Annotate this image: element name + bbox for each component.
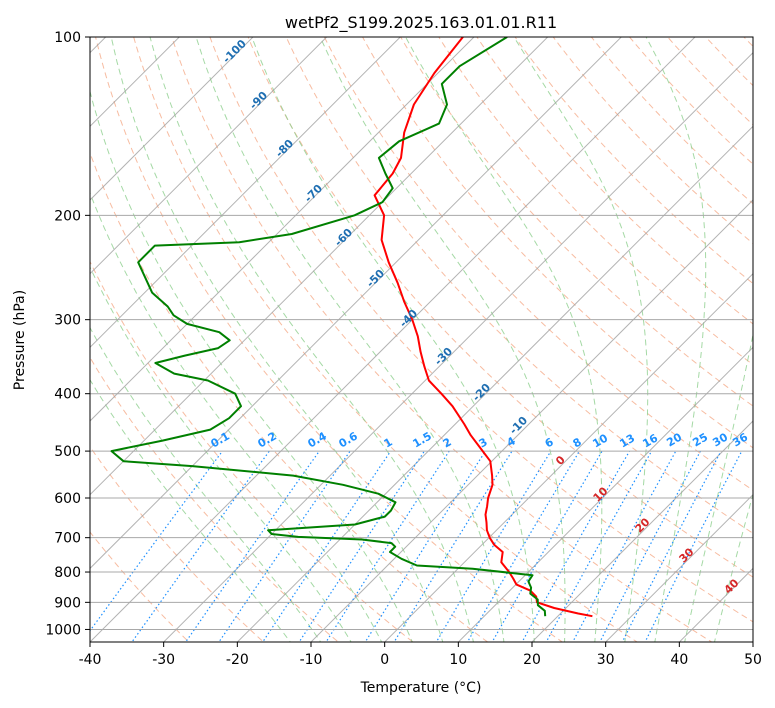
mixing-ratio-line (298, 450, 425, 642)
dry-adiabat-line (323, 37, 753, 491)
dry-adiabat-line (285, 37, 753, 534)
dry-adiabat-line (247, 37, 753, 578)
dry-adiabat-line (95, 37, 564, 642)
y-tick-label: 900 (54, 595, 81, 611)
y-tick-label: 600 (54, 491, 81, 507)
mixing-ratio-line (644, 450, 743, 642)
mixing-ratio-line (435, 450, 552, 642)
dry-adiabat-line (90, 260, 414, 642)
isobar-grid (90, 37, 753, 630)
y-tick-label: 500 (54, 444, 81, 460)
dry-adiabat-line (514, 37, 753, 285)
dry-adiabat-line (361, 37, 753, 449)
x-axis-title: Temperature (°C) (360, 680, 482, 696)
dry-adiabat-line (769, 24, 775, 654)
mixing-ratio-line (184, 450, 320, 642)
moist-adiabat-line (645, 37, 707, 642)
isotherm-line (90, 37, 328, 275)
isotherm-line (90, 37, 402, 349)
dry-adiabat-line (90, 356, 340, 642)
isotherm-line (90, 37, 623, 570)
dry-adiabat-line (590, 37, 753, 205)
x-tick-label: 40 (670, 652, 688, 668)
moist-adiabat-line (149, 37, 474, 642)
x-tick-label: -10 (300, 652, 323, 668)
dry-adiabat-line (628, 37, 753, 165)
isotherm-line (90, 37, 696, 642)
x-tick-label: 50 (744, 652, 762, 668)
chart-title: wetPf2_S199.2025.163.01.01.R11 (285, 13, 557, 33)
isotherm-line (604, 493, 753, 642)
y-tick-label: 200 (54, 208, 81, 224)
moist-adiabat-line (513, 37, 649, 642)
dry-adiabat-line (552, 37, 753, 245)
mixing-ratio-line (131, 450, 270, 642)
plot-frame (89, 36, 754, 643)
isotherm-line (90, 37, 181, 128)
moist-adiabat-line (319, 37, 566, 642)
plot-background (90, 37, 753, 642)
x-tick-label: -40 (79, 652, 102, 668)
moist-adiabat-line (405, 37, 603, 642)
x-tick-label: -30 (152, 652, 175, 668)
dewpoint-profile-line (110, 37, 547, 617)
moist-adiabat-line (90, 191, 383, 642)
y-tick-label: 1000 (45, 622, 81, 638)
x-tick-label: 10 (449, 652, 467, 668)
x-tick-label: 20 (523, 652, 541, 668)
mixing-ratio-line (545, 450, 653, 642)
isotherm-line (236, 125, 753, 642)
y-tick-label: 300 (54, 313, 81, 329)
y-tick-label: 800 (54, 565, 81, 581)
mixing-ratio-line (262, 450, 392, 642)
isotherm-line (0, 10, 59, 654)
y-tick-label: 400 (54, 387, 81, 403)
mixing-ratio-line (466, 450, 580, 642)
y-axis-title: Pressure (hPa) (12, 290, 28, 390)
axis-ticks: -40 -30 -20 -10 0 10 20 30 40 50 100 200 300 400 500 60… (45, 30, 762, 668)
isotherm-line (90, 37, 549, 496)
profile-series (110, 37, 593, 618)
mixing-ratio-line (491, 450, 603, 642)
y-tick-label: 700 (54, 531, 81, 547)
dry-adiabat-line (171, 37, 713, 642)
moist-adiabat-line (251, 37, 535, 642)
x-tick-label: 30 (597, 652, 615, 668)
isotherm-line (531, 420, 753, 642)
x-tick-label: 0 (380, 652, 389, 668)
mixing-ratio-line (325, 450, 450, 642)
isotherm-line (90, 37, 254, 201)
mixing-ratio-line (218, 450, 351, 642)
y-tick-label: 100 (54, 30, 81, 46)
isotherm-line (383, 272, 753, 642)
dry-adiabat-line (90, 151, 489, 642)
temperature-profile-line (373, 37, 593, 618)
x-tick-label: -20 (226, 652, 249, 668)
dry-adiabat-line (133, 37, 638, 642)
moist-adiabat-line (90, 326, 322, 642)
isotherm-line (457, 346, 753, 642)
moist-adiabat-line (684, 332, 753, 642)
dry-adiabat-line (400, 37, 753, 407)
dry-adiabat-line (90, 531, 190, 642)
isotherm-line (310, 199, 753, 642)
dry-adiabat-line (209, 37, 753, 623)
isotherm-line (162, 51, 753, 642)
isotherm-line (90, 37, 475, 422)
